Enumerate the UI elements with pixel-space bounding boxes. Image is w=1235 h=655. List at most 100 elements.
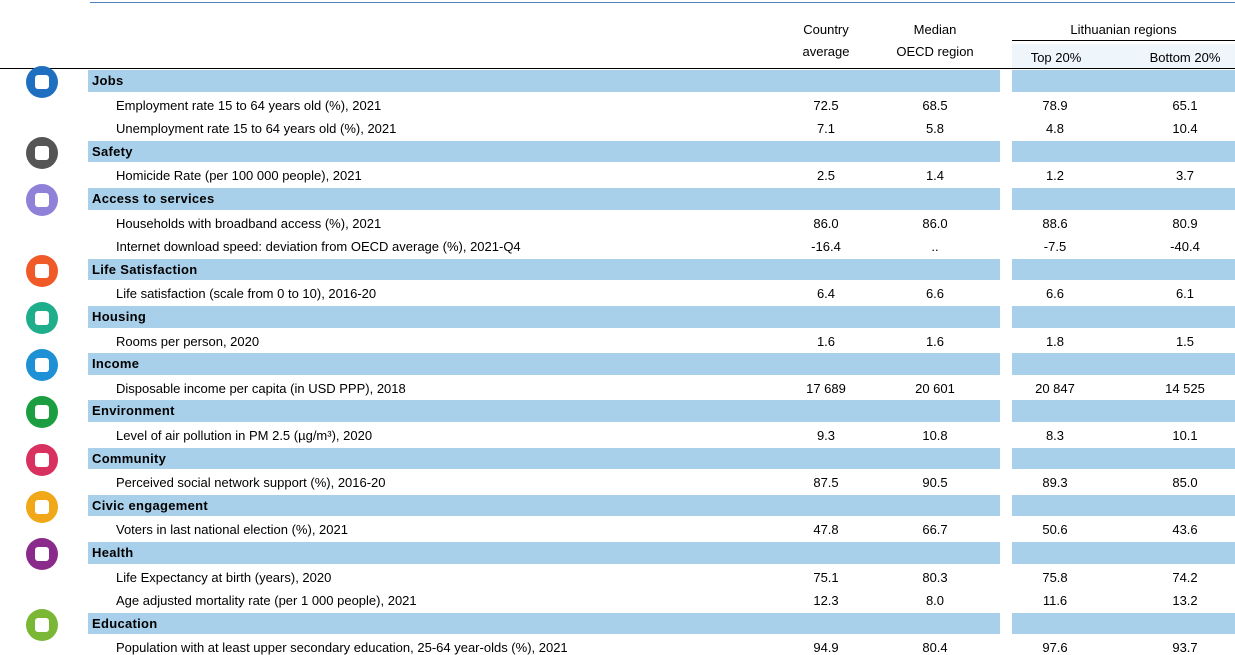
section-band [88,542,1000,564]
cell-value: 6.1 [1175,286,1195,302]
cell-value: 85.0 [1172,475,1198,491]
section-band [1012,188,1235,210]
section-title: Education [92,615,158,631]
row-label: Rooms per person, 2020 [116,333,260,349]
cell-value: 6.6 [1045,286,1065,302]
section-band [1012,258,1235,281]
row-label: Voters in last national election (%), 20… [116,522,348,538]
section-band [1012,353,1235,375]
icon-glyph [35,311,49,325]
section-title: Health [92,545,134,560]
row-label: Life Expectancy at birth (years), 2020 [116,569,332,585]
row-label: Homicide Rate (per 100 000 people), 2021 [116,168,362,184]
cell-value: -7.5 [1043,239,1067,255]
section-title: Life Satisfaction [92,261,198,277]
cell-value: 1.2 [1045,168,1065,184]
cell-value: 1.6 [925,333,945,349]
cell-value: 89.3 [1042,475,1068,491]
cell-value: 20 847 [1035,380,1075,396]
icon-glyph [35,358,49,373]
icon-glyph [35,193,49,207]
cell-value: 50.6 [1042,522,1068,538]
cell-value: 94.9 [813,640,839,655]
cell-value: 6.4 [816,286,836,302]
cell-value: 14 525 [1165,380,1205,396]
section-band [88,400,1000,422]
section-band [1012,400,1235,422]
section-band [88,140,1000,163]
icon-glyph [35,405,49,420]
row-label: Level of air pollution in PM 2.5 (µg/m³)… [116,428,373,443]
cell-value: 86.0 [813,215,839,231]
section-title: Safety [92,143,133,159]
cell-value: 1.6 [816,333,836,349]
icon-glyph [35,547,49,561]
cell-value: 10.1 [1172,428,1198,443]
cell-value: 1.8 [1045,333,1065,349]
cell-value: 78.9 [1042,97,1068,113]
cell-value: 80.9 [1172,215,1198,231]
cell-value: 13.2 [1172,593,1198,609]
cell-value: 10.4 [1172,121,1198,137]
cell-value: 47.8 [813,522,839,538]
section-band [1012,612,1235,635]
section-band [1012,70,1235,92]
col-header: OECD region [896,44,974,59]
row-label: Internet download speed: deviation from … [116,239,521,255]
col-header: Country [803,22,849,37]
section-title: Community [92,450,167,466]
cell-value: 43.6 [1172,522,1198,538]
section-band [1012,140,1235,163]
section-title: Access to services [92,191,215,206]
row-label: Life satisfaction (scale from 0 to 10), … [116,286,377,302]
cell-value: -40.4 [1170,239,1200,255]
cell-value: 80.3 [922,569,948,585]
row-label: Population with at least upper secondary… [116,640,568,655]
top-rule [90,2,1235,3]
section-band [88,494,1000,517]
cell-value: 2.5 [816,168,836,184]
section-band [88,258,1000,281]
group-rule [1012,40,1235,41]
cell-value: 3.7 [1175,168,1195,184]
cell-value: 86.0 [922,215,948,231]
cell-value: 72.5 [813,97,839,113]
section-band [88,70,1000,92]
cell-value: 80.4 [922,640,948,655]
section-title: Income [92,356,140,372]
cell-value: 75.8 [1042,569,1068,585]
row-label: Disposable income per capita (in USD PPP… [116,380,406,396]
cell-value: 20 601 [915,380,955,396]
icon-glyph [35,263,49,278]
section-band [1012,306,1235,328]
icon-glyph [35,452,49,467]
section-title: Housing [92,309,147,324]
cell-value: 88.6 [1042,215,1068,231]
icon-glyph [35,145,49,160]
section-band [88,306,1000,328]
cell-value: 7.1 [816,121,836,137]
cell-value: 5.8 [925,121,945,137]
col-header: Bottom 20% [1149,50,1221,65]
icon-glyph [35,617,49,632]
col-header: Median [913,22,957,37]
section-band [88,447,1000,470]
section-band [88,188,1000,210]
cell-value: 68.5 [922,97,948,113]
cell-value: 87.5 [813,475,839,491]
cell-value: -16.4 [811,239,841,255]
section-title: Environment [92,403,175,419]
cell-value: 65.1 [1172,97,1198,113]
cell-value: 66.7 [922,522,948,538]
cell-value: 4.8 [1045,121,1065,137]
cell-value: 8.0 [925,593,945,609]
cell-value: 97.6 [1042,640,1068,655]
section-title: Civic engagement [92,497,209,513]
section-band [1012,494,1235,517]
section-band [1012,542,1235,564]
header-band [1012,44,1235,68]
cell-value: 17 689 [806,380,846,396]
cell-value: 12.3 [813,593,839,609]
header-rule [0,68,1235,69]
col-header: Top 20% [1030,50,1082,65]
